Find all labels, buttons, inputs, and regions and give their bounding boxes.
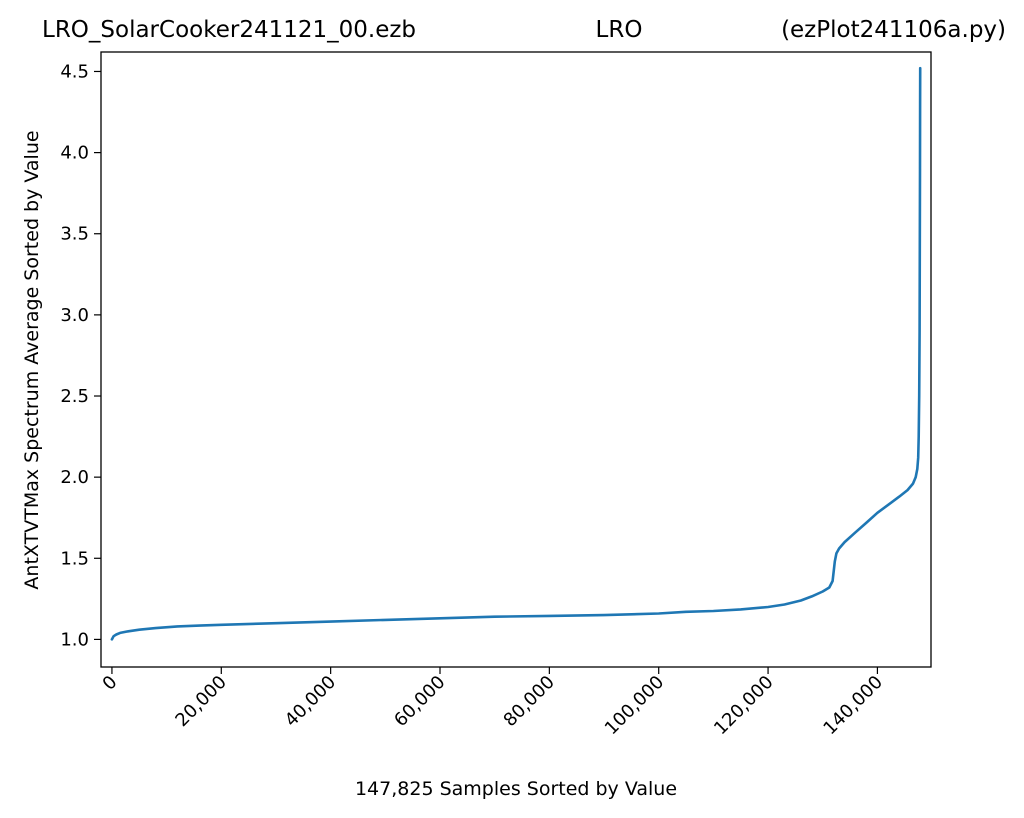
y-tick-label: 2.0 <box>60 467 89 488</box>
x-tick-label: 60,000 <box>390 672 449 731</box>
chart-title-left: LRO_SolarCooker241121_00.ezb <box>42 17 416 43</box>
y-axis-ticks: 1.0 1.5 2.0 2.5 3.0 3.5 4.0 4.5 <box>60 61 101 650</box>
x-tick-label: 80,000 <box>500 672 559 731</box>
y-axis-label: AntXTVTMax Spectrum Average Sorted by Va… <box>21 130 43 589</box>
y-tick-label: 3.5 <box>60 224 89 245</box>
x-tick-label: 100,000 <box>601 672 668 739</box>
plot-frame <box>100 51 932 668</box>
y-tick-label: 1.0 <box>60 629 89 650</box>
x-tick-label: 40,000 <box>281 672 340 731</box>
y-tick-label: 4.0 <box>60 143 89 164</box>
x-axis-label: 147,825 Samples Sorted by Value <box>355 778 677 800</box>
x-axis-ticks: 0 20,000 40,000 60,000 80,000 100,000 120,000 1… <box>99 667 887 739</box>
y-tick-label: 2.5 <box>60 386 89 407</box>
x-tick-label: 20,000 <box>171 672 230 731</box>
x-tick-label: 120,000 <box>710 672 777 739</box>
series-line <box>110 66 922 641</box>
y-tick-label: 3.0 <box>60 305 89 326</box>
x-tick-label: 140,000 <box>819 672 886 739</box>
chart-title-right: (ezPlot241106a.py) <box>781 17 1006 43</box>
chart-title-center: LRO <box>596 17 643 43</box>
y-tick-label: 1.5 <box>60 548 89 569</box>
y-tick-label: 4.5 <box>60 61 89 82</box>
x-tick-label: 0 <box>99 672 122 695</box>
